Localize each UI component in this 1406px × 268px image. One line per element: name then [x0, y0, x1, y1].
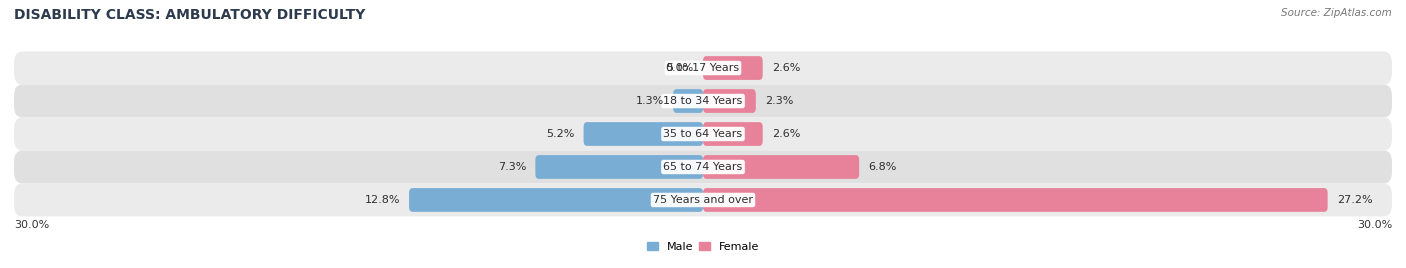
Text: 2.6%: 2.6%	[772, 63, 800, 73]
Text: 0.0%: 0.0%	[665, 63, 693, 73]
Text: 5.2%: 5.2%	[546, 129, 575, 139]
FancyBboxPatch shape	[673, 89, 703, 113]
Text: DISABILITY CLASS: AMBULATORY DIFFICULTY: DISABILITY CLASS: AMBULATORY DIFFICULTY	[14, 8, 366, 22]
Text: 12.8%: 12.8%	[364, 195, 399, 205]
FancyBboxPatch shape	[703, 155, 859, 179]
FancyBboxPatch shape	[703, 89, 756, 113]
Text: Source: ZipAtlas.com: Source: ZipAtlas.com	[1281, 8, 1392, 18]
FancyBboxPatch shape	[14, 117, 1392, 151]
FancyBboxPatch shape	[14, 51, 1392, 84]
Text: 2.3%: 2.3%	[765, 96, 793, 106]
Text: 18 to 34 Years: 18 to 34 Years	[664, 96, 742, 106]
Text: 5 to 17 Years: 5 to 17 Years	[666, 63, 740, 73]
Text: 1.3%: 1.3%	[636, 96, 664, 106]
Text: 65 to 74 Years: 65 to 74 Years	[664, 162, 742, 172]
Text: 2.6%: 2.6%	[772, 129, 800, 139]
FancyBboxPatch shape	[703, 188, 1327, 212]
Legend: Male, Female: Male, Female	[647, 242, 759, 252]
FancyBboxPatch shape	[14, 151, 1392, 184]
FancyBboxPatch shape	[536, 155, 703, 179]
Text: 35 to 64 Years: 35 to 64 Years	[664, 129, 742, 139]
Text: 30.0%: 30.0%	[14, 220, 49, 230]
Text: 7.3%: 7.3%	[498, 162, 526, 172]
Text: 30.0%: 30.0%	[1357, 220, 1392, 230]
Text: 6.8%: 6.8%	[869, 162, 897, 172]
FancyBboxPatch shape	[703, 56, 762, 80]
FancyBboxPatch shape	[409, 188, 703, 212]
FancyBboxPatch shape	[703, 122, 762, 146]
FancyBboxPatch shape	[14, 184, 1392, 217]
FancyBboxPatch shape	[583, 122, 703, 146]
Text: 27.2%: 27.2%	[1337, 195, 1372, 205]
FancyBboxPatch shape	[14, 84, 1392, 117]
Text: 75 Years and over: 75 Years and over	[652, 195, 754, 205]
